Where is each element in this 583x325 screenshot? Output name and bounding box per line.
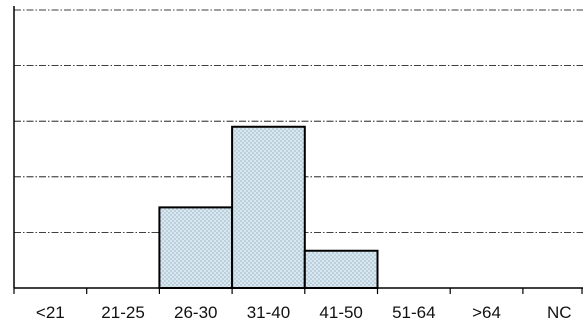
x-tick-label: 31-40 bbox=[247, 303, 290, 322]
axes bbox=[13, 6, 583, 294]
x-tick-label: NC bbox=[547, 303, 572, 322]
x-tick-labels: <21 21-25 26-30 31-40 41-50 51-64 >64 NC bbox=[36, 303, 572, 322]
bar-31-40 bbox=[231, 125, 306, 290]
x-tick-label: 51-64 bbox=[392, 303, 435, 322]
x-tick-label: <21 bbox=[36, 303, 65, 322]
x-tick-label: 21-25 bbox=[101, 303, 144, 322]
x-tick-label: >64 bbox=[472, 303, 501, 322]
bars bbox=[158, 125, 379, 290]
x-tick-label: 41-50 bbox=[319, 303, 362, 322]
bar-26-30 bbox=[158, 206, 234, 290]
bar-41-50 bbox=[303, 249, 379, 289]
x-tick-label: 26-30 bbox=[174, 303, 217, 322]
